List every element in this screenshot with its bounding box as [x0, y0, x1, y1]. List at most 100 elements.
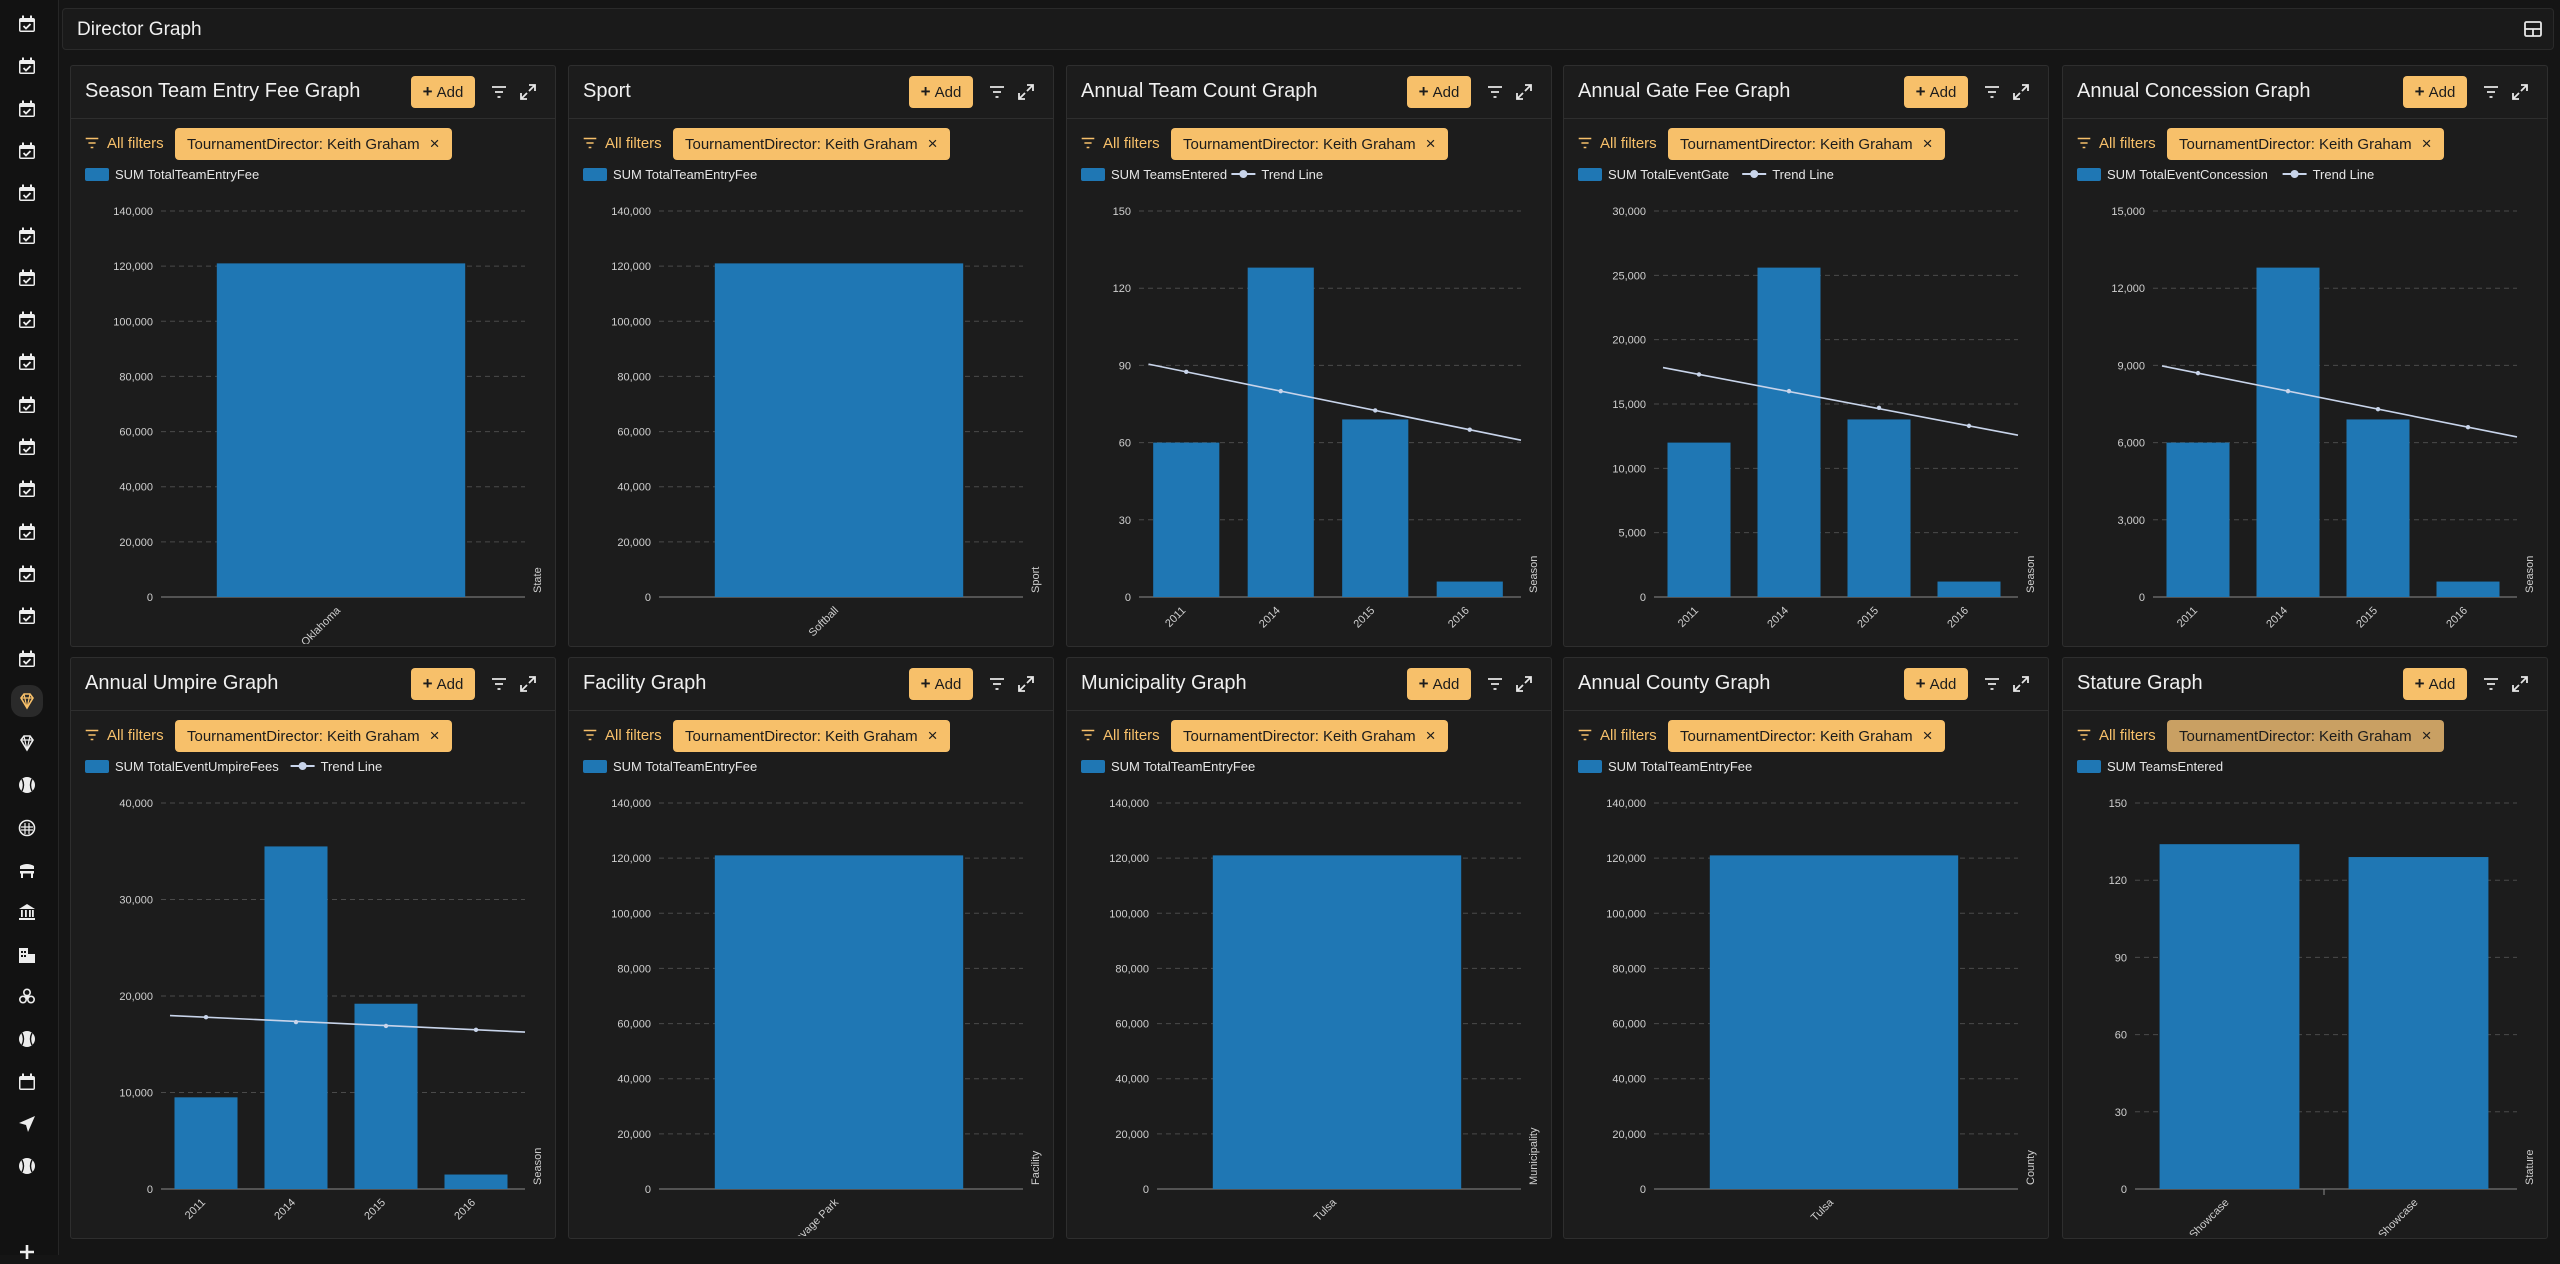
sidebar-calendar-check-icon[interactable] [15, 604, 39, 628]
chart-bar[interactable] [1757, 267, 1821, 597]
sidebar-calendar-check-icon[interactable] [15, 562, 39, 586]
close-icon[interactable]: × [429, 134, 440, 153]
chart-legend[interactable]: SUM TotalEventConcession Trend Line [2077, 167, 2374, 182]
chart-legend[interactable]: SUM TotalTeamEntryFee [1578, 759, 1752, 774]
filter-chip[interactable]: TournamentDirector: Keith Graham × [175, 720, 452, 752]
trend-point[interactable] [293, 1019, 299, 1025]
sidebar-calendar-check-icon[interactable] [15, 139, 39, 163]
sidebar-plus-icon[interactable] [15, 1240, 39, 1264]
trend-point[interactable] [473, 1027, 479, 1032]
filter-icon[interactable] [987, 82, 1007, 102]
chart-legend[interactable]: SUM TeamsEntered Trend Line [1081, 167, 1323, 182]
chart-legend[interactable]: SUM TotalTeamEntryFee [1081, 759, 1255, 774]
sidebar-calendar-check-icon[interactable] [15, 350, 39, 374]
sidebar-baseball-icon[interactable] [15, 1027, 39, 1051]
filter-icon[interactable] [987, 674, 1007, 694]
expand-icon[interactable] [518, 674, 538, 694]
expand-icon[interactable] [2510, 674, 2530, 694]
trend-point[interactable] [2285, 388, 2291, 394]
chart-bar[interactable] [1709, 855, 1959, 1189]
trend-point[interactable] [383, 1023, 389, 1029]
chart-legend[interactable]: SUM TeamsEntered [2077, 759, 2223, 774]
chart-bar[interactable] [2166, 442, 2230, 597]
trend-point[interactable] [1786, 388, 1792, 394]
sidebar-send-icon[interactable] [15, 1112, 39, 1136]
trend-point[interactable] [1876, 405, 1882, 411]
close-icon[interactable]: × [2421, 134, 2432, 153]
all-filters-button[interactable]: All filters [581, 130, 662, 156]
chart-bar[interactable] [1342, 419, 1409, 597]
filter-icon[interactable] [1485, 82, 1505, 102]
all-filters-button[interactable]: All filters [1079, 130, 1160, 156]
chart-bar[interactable] [714, 263, 964, 597]
chart-bar[interactable] [1667, 442, 1731, 597]
all-filters-button[interactable]: All filters [581, 722, 662, 748]
sidebar-calendar-check-icon[interactable] [15, 266, 39, 290]
expand-icon[interactable] [2011, 82, 2031, 102]
filter-chip[interactable]: TournamentDirector: Keith Graham × [2167, 720, 2444, 752]
add-button[interactable]: + Add [1407, 668, 1471, 700]
filter-icon[interactable] [1982, 674, 2002, 694]
all-filters-button[interactable]: All filters [2075, 130, 2156, 156]
sidebar-calendar-check-icon[interactable] [15, 97, 39, 121]
chart-legend[interactable]: SUM TotalEventUmpireFees Trend Line [85, 759, 382, 774]
trend-point[interactable] [1467, 427, 1472, 432]
trend-point[interactable] [2195, 370, 2201, 376]
close-icon[interactable]: × [1922, 726, 1933, 745]
add-button[interactable]: + Add [2403, 668, 2467, 700]
chart-legend[interactable]: SUM TotalTeamEntryFee [85, 167, 259, 182]
chart-bar[interactable] [1247, 267, 1314, 597]
expand-icon[interactable] [2510, 82, 2530, 102]
chart-bar[interactable] [1212, 855, 1462, 1189]
add-button[interactable]: + Add [411, 668, 475, 700]
add-button[interactable]: + Add [1904, 668, 1968, 700]
chart-bar[interactable] [714, 855, 964, 1189]
sidebar-calendar-check-icon[interactable] [15, 435, 39, 459]
all-filters-button[interactable]: All filters [1576, 722, 1657, 748]
layout-grid-icon[interactable] [2523, 19, 2543, 39]
close-icon[interactable]: × [927, 726, 938, 745]
filter-icon[interactable] [1982, 82, 2002, 102]
chart-bar[interactable] [2159, 844, 2300, 1189]
filter-icon[interactable] [2481, 674, 2501, 694]
sidebar-calendar-check-icon[interactable] [15, 647, 39, 671]
chart-bar[interactable] [444, 1174, 508, 1189]
filter-chip[interactable]: TournamentDirector: Keith Graham × [2167, 128, 2444, 160]
chart-bar[interactable] [264, 846, 328, 1189]
sidebar-calendar-check-icon[interactable] [15, 477, 39, 501]
sidebar-diamond-icon[interactable] [11, 684, 43, 717]
sidebar-bank-icon[interactable] [15, 900, 39, 924]
add-button[interactable]: + Add [909, 668, 973, 700]
sidebar-biohazard-icon[interactable] [15, 985, 39, 1009]
trend-point[interactable] [1966, 423, 1972, 429]
expand-icon[interactable] [1514, 674, 1534, 694]
chart-bar[interactable] [1153, 442, 1220, 597]
filter-icon[interactable] [1485, 674, 1505, 694]
all-filters-button[interactable]: All filters [1576, 130, 1657, 156]
all-filters-button[interactable]: All filters [2075, 722, 2156, 748]
chart-legend[interactable]: SUM TotalTeamEntryFee [583, 759, 757, 774]
sidebar-calendar-check-icon[interactable] [15, 181, 39, 205]
sidebar-calendar-check-icon[interactable] [15, 308, 39, 332]
sidebar-calendar-icon[interactable] [15, 1070, 39, 1094]
all-filters-button[interactable]: All filters [1079, 722, 1160, 748]
sidebar-mask-icon[interactable] [15, 816, 39, 840]
add-button[interactable]: + Add [1904, 76, 1968, 108]
close-icon[interactable]: × [1425, 134, 1436, 153]
filter-icon[interactable] [489, 82, 509, 102]
sidebar-calendar-check-icon[interactable] [15, 520, 39, 544]
chart-bar[interactable] [216, 263, 466, 597]
filter-chip[interactable]: TournamentDirector: Keith Graham × [1171, 128, 1448, 160]
chart-legend[interactable]: SUM TotalEventGate Trend Line [1578, 167, 1834, 182]
add-button[interactable]: + Add [909, 76, 973, 108]
expand-icon[interactable] [2011, 674, 2031, 694]
chart-bar[interactable] [354, 1003, 418, 1189]
close-icon[interactable]: × [1425, 726, 1436, 745]
close-icon[interactable]: × [1922, 134, 1933, 153]
trend-point[interactable] [1696, 372, 1702, 377]
trend-point[interactable] [1373, 408, 1378, 413]
add-button[interactable]: + Add [411, 76, 475, 108]
filter-chip[interactable]: TournamentDirector: Keith Graham × [673, 128, 950, 160]
expand-icon[interactable] [1016, 674, 1036, 694]
trend-point[interactable] [2375, 406, 2381, 412]
